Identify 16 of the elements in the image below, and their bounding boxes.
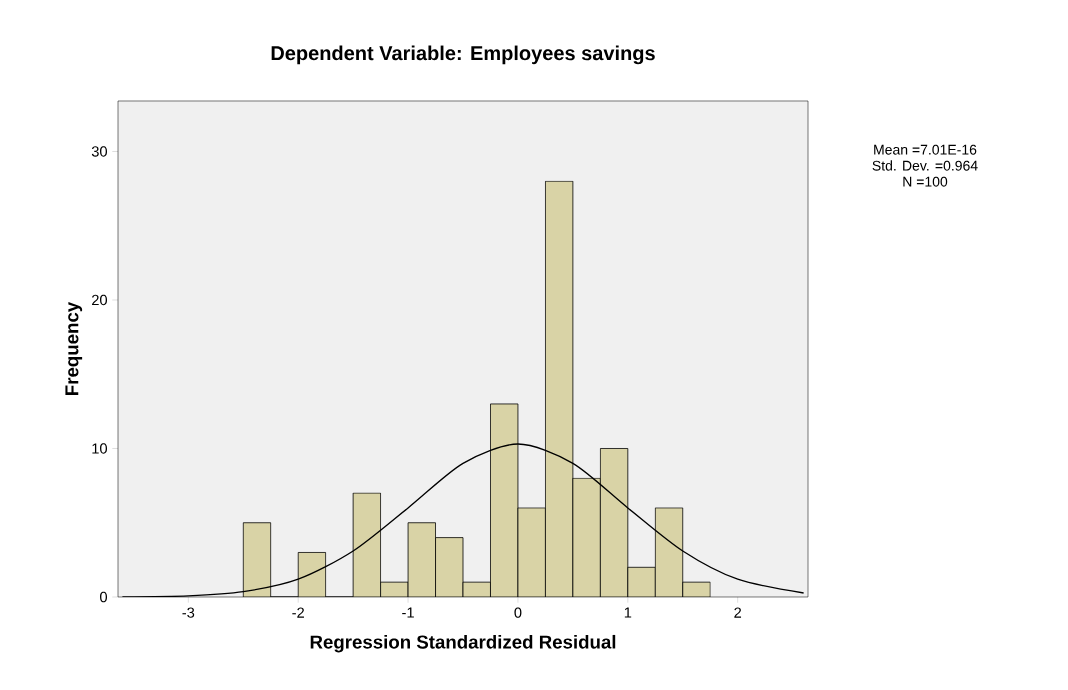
y-tick-label: 0 xyxy=(100,591,108,603)
x-tick-label: 1 xyxy=(624,607,632,618)
x-tick-label: -3 xyxy=(182,607,195,618)
y-tick-label: 20 xyxy=(92,294,108,306)
x-tick-label: -1 xyxy=(402,607,414,618)
text: Std. Dev. =0.964 xyxy=(872,160,978,171)
text: N =100 xyxy=(903,176,948,187)
x-tick-label: 2 xyxy=(734,607,742,618)
y-tick-label: 30 xyxy=(91,146,108,157)
y-axis-title: Frequency xyxy=(65,301,83,395)
x-axis-title: Regression Standardized Residual xyxy=(310,634,616,653)
x-tick-label: 0 xyxy=(514,607,522,618)
y-tick-label: 10 xyxy=(92,443,108,454)
text: Mean =7.01E-16 xyxy=(874,144,977,155)
chart-title: Dependent Variable: Employees savings xyxy=(271,45,655,65)
x-tick-label: -2 xyxy=(292,607,304,618)
